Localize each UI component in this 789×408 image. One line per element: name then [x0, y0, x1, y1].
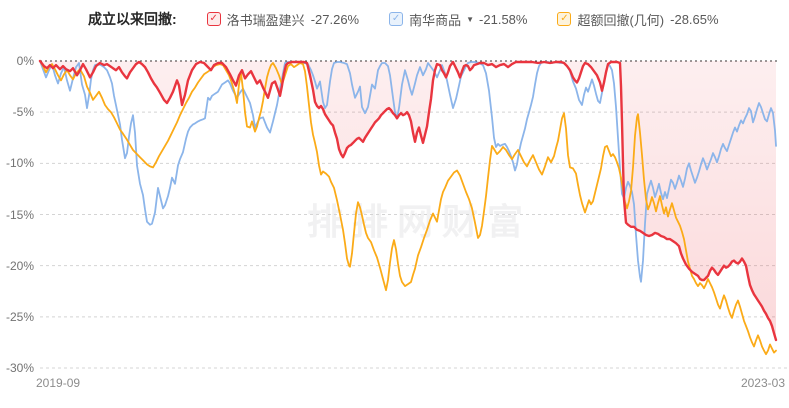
- x-axis-tick: 2019-09: [36, 376, 81, 390]
- x-axis-tick: 2023-03: [740, 376, 785, 390]
- chart-legend: 成立以来回撤: ✓ 洛书瑞盈建兴 ▼ -27.26% ✓ 南华商品 ▼ -21.…: [88, 9, 719, 29]
- y-axis: 0% -5% -10% -15% -20% -25% -30%: [0, 0, 34, 408]
- legend-item-excess[interactable]: ✓ 超额回撤(几何) ▼ -28.65%: [557, 10, 719, 29]
- excess-series-checkbox-icon[interactable]: ✓: [557, 12, 572, 26]
- y-axis-tick: -25%: [5, 309, 34, 324]
- benchmark-series-checkbox-icon[interactable]: ✓: [389, 12, 404, 26]
- legend-title: 成立以来回撤:: [88, 11, 177, 27]
- legend-item-fund[interactable]: ✓ 洛书瑞盈建兴 ▼ -27.26%: [206, 10, 360, 29]
- legend-label: 超额回撤(几何): [577, 12, 665, 28]
- y-axis-tick: 0%: [16, 54, 34, 68]
- legend-label: 洛书瑞盈建兴: [226, 12, 305, 28]
- y-axis-tick: -15%: [5, 207, 34, 222]
- series-line-南华商品: [39, 60, 777, 283]
- max-drawdown-value: -21.58%: [479, 11, 528, 27]
- legend-item-benchmark[interactable]: ✓ 南华商品 ▼ -21.58%: [389, 10, 527, 29]
- y-axis-tick: -10%: [5, 156, 34, 171]
- series-line-超额回撤(几何): [39, 60, 777, 356]
- chevron-down-icon[interactable]: ▼: [466, 14, 475, 24]
- fund-series-checkbox-icon[interactable]: ✓: [206, 12, 221, 26]
- y-axis-tick: -20%: [5, 258, 34, 273]
- max-drawdown-value: -27.26%: [310, 11, 360, 27]
- series-line-洛书瑞盈建兴: [38, 59, 778, 342]
- y-axis-tick: -5%: [12, 105, 34, 120]
- legend-label: 南华商品: [409, 12, 462, 28]
- max-drawdown-value: -28.65%: [670, 11, 719, 27]
- y-axis-tick: -30%: [5, 361, 34, 375]
